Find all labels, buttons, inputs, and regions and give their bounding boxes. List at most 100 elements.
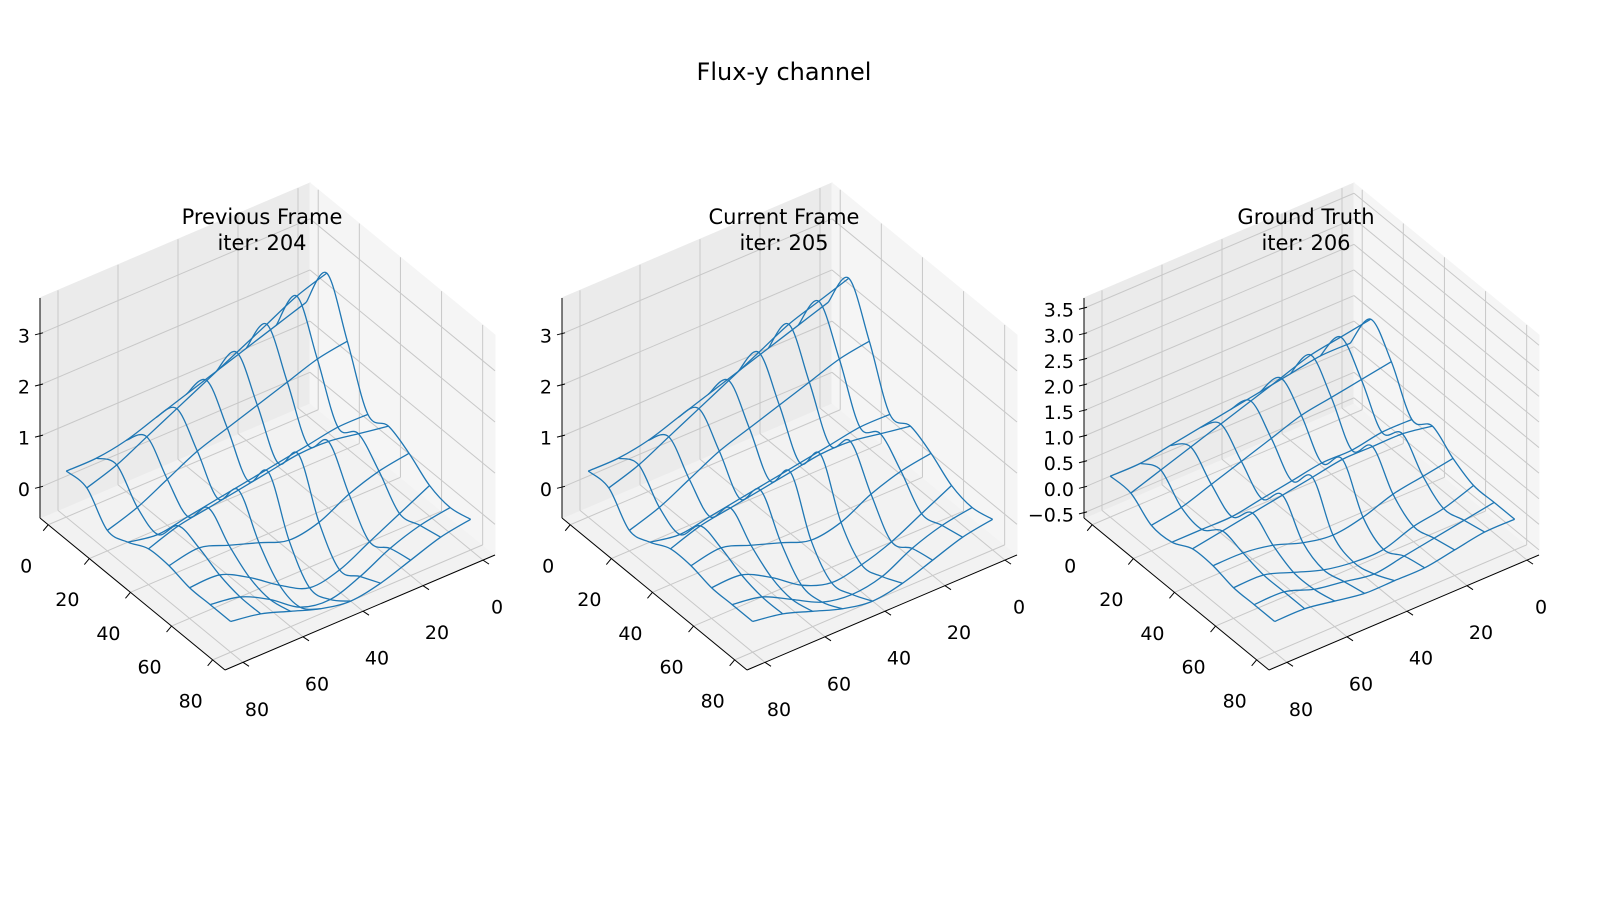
wire-column — [797, 299, 963, 538]
grid-line — [561, 320, 833, 437]
subplot-subtitle: iter: 206 — [1261, 231, 1350, 255]
grid-line — [1083, 192, 1355, 309]
tick-mark — [564, 524, 571, 532]
grid-line — [1215, 510, 1486, 627]
tick-mark — [824, 636, 832, 642]
grid-line — [39, 371, 311, 488]
grid-line — [1341, 407, 1528, 561]
tick-mark — [1086, 524, 1093, 532]
grid-line — [1353, 295, 1540, 448]
grid-line — [309, 218, 496, 372]
tick-mark — [34, 434, 44, 438]
grid-line — [171, 510, 442, 627]
z-tick-label: 1.5 — [1044, 402, 1074, 424]
grid-line — [237, 433, 424, 587]
x-axis-line — [39, 517, 226, 671]
tick-mark — [1210, 625, 1216, 633]
tick-mark — [1346, 636, 1354, 642]
pane-right — [309, 181, 496, 557]
x-tick-label: 80 — [701, 690, 725, 712]
wire-column — [587, 470, 754, 623]
tick-mark — [1078, 332, 1088, 336]
wire-column — [677, 406, 843, 610]
z-tick-label: −0.5 — [1028, 504, 1074, 526]
y-tick-label: 20 — [1469, 622, 1493, 644]
tick-mark — [242, 661, 250, 667]
wire-column — [1170, 443, 1335, 602]
grid-line — [831, 218, 1018, 372]
grid-line — [819, 407, 1006, 561]
wire-column — [1140, 462, 1306, 610]
grid-line — [48, 409, 319, 526]
tick-mark — [1286, 661, 1294, 667]
tick-mark — [884, 610, 892, 616]
tick-mark — [764, 661, 772, 667]
tick-mark — [207, 659, 214, 667]
x-tick-label: 20 — [1099, 589, 1123, 611]
grid-line — [1353, 244, 1540, 397]
tick-mark — [362, 610, 370, 616]
wire-column — [245, 322, 411, 561]
wire-column — [707, 378, 873, 602]
tick-mark — [1078, 383, 1088, 387]
wire-column — [1319, 336, 1485, 533]
grid-line — [309, 320, 496, 474]
grid-line — [831, 371, 1018, 525]
tick-mark — [1466, 585, 1474, 591]
tick-mark — [482, 559, 490, 565]
tick-mark — [302, 636, 310, 642]
subplot-subtitle: iter: 205 — [739, 231, 828, 255]
grid-line — [1281, 433, 1468, 587]
tick-mark — [42, 524, 49, 532]
grid-line — [1353, 397, 1540, 551]
tick-mark — [556, 485, 566, 489]
grid-line — [1083, 269, 1355, 386]
wire-column — [1259, 376, 1425, 569]
y-tick-label: 20 — [947, 622, 971, 644]
x-tick-label: 80 — [1223, 690, 1247, 712]
tick-mark — [1078, 434, 1088, 438]
pane-right — [831, 181, 1018, 557]
tick-mark — [1078, 306, 1088, 310]
grid-line — [693, 510, 964, 627]
y-axis-line — [224, 554, 496, 671]
x-tick-label: 40 — [96, 623, 120, 645]
grid-line — [699, 458, 886, 612]
pane-right — [1353, 181, 1540, 557]
grid-line — [39, 320, 311, 437]
grid-line — [1083, 346, 1355, 463]
tick-mark — [34, 332, 44, 336]
y-tick-label: 0 — [491, 597, 503, 619]
subplot: 0 20 40 60 80 0 20 40 60 80 0 1 2 3 Previous Frameiter… — [18, 181, 503, 721]
subplot-title: Current Frame — [709, 205, 860, 229]
grid-line — [561, 371, 833, 488]
x-tick-label: 0 — [542, 555, 554, 577]
wire-column — [65, 470, 232, 623]
z-tick-label: 0 — [18, 479, 30, 501]
x-tick-label: 0 — [1064, 555, 1076, 577]
wire-column — [1349, 318, 1516, 520]
x-tick-label: 80 — [179, 690, 203, 712]
z-tick-label: 0.0 — [1044, 479, 1074, 501]
grid-line — [579, 509, 766, 663]
x-tick-label: 0 — [20, 555, 32, 577]
tick-mark — [647, 591, 653, 599]
tick-mark — [125, 591, 131, 599]
grid-line — [1083, 243, 1355, 360]
grid-line — [831, 320, 1018, 474]
grid-line — [309, 371, 496, 525]
x-tick-label: 20 — [55, 589, 79, 611]
tick-mark — [944, 585, 952, 591]
subplot-title: Previous Frame — [182, 205, 343, 229]
grid-line — [89, 443, 360, 559]
tick-mark — [1406, 610, 1414, 616]
tick-mark — [688, 625, 694, 633]
tick-mark — [1526, 559, 1534, 565]
z-tick-label: 3.0 — [1044, 325, 1074, 347]
subplot-subtitle: iter: 204 — [217, 231, 306, 255]
wire-column — [827, 276, 993, 520]
wire-column — [737, 350, 903, 584]
y-tick-label: 60 — [305, 673, 329, 695]
tick-mark — [556, 434, 566, 438]
